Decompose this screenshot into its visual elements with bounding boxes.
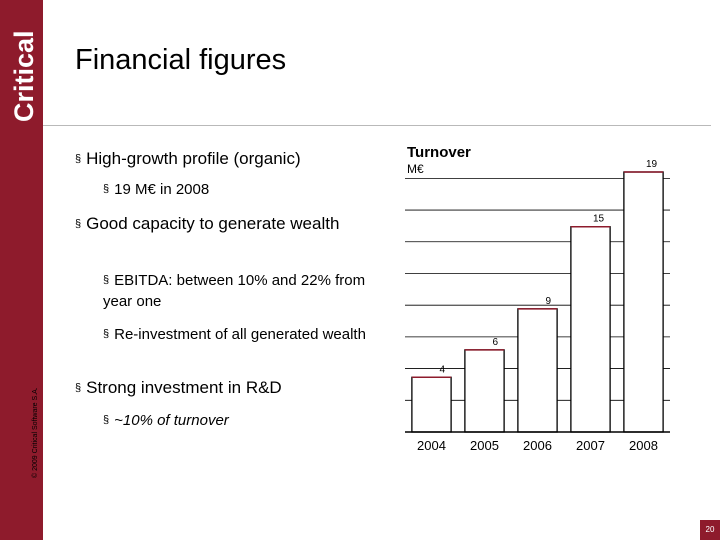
bullet-text: Good capacity to generate wealth	[86, 214, 340, 233]
data-label: 6	[493, 337, 499, 348]
bar	[411, 376, 452, 433]
copyright-notice: © 2009 Critical Software S.A.	[32, 387, 39, 478]
x-tick-label: 2005	[470, 438, 499, 453]
subbullet-reinvestment: § Re-investment of all generated wealth	[103, 325, 378, 346]
subbullet-2008-turnover: § 19 M€ in 2008	[103, 180, 209, 201]
x-tick-label: 2004	[417, 438, 446, 453]
data-label: 15	[593, 214, 605, 225]
bar	[517, 308, 558, 433]
x-tick-label: 2008	[629, 438, 658, 453]
bullet-text: ~10% of turnover	[114, 412, 229, 429]
bullet-text: Strong investment in R&D	[86, 378, 282, 397]
bullet-marker: §	[103, 183, 110, 195]
title-divider	[43, 125, 711, 126]
bullet-wealth: § Good capacity to generate wealth	[75, 213, 365, 237]
chart-title: Turnover	[407, 144, 471, 161]
data-label: 4	[440, 364, 446, 375]
page-number: 20	[700, 520, 720, 540]
bar	[464, 349, 505, 433]
x-tick-label: 2007	[576, 438, 605, 453]
bullet-marker: §	[75, 218, 82, 230]
subbullet-rnd-share: § ~10% of turnover	[103, 411, 229, 432]
bullet-marker: §	[75, 382, 82, 394]
bullet-text: EBITDA: between 10% and 22% from year on…	[103, 272, 366, 310]
critical-logo: Critical	[9, 30, 39, 122]
bullet-growth: § High-growth profile (organic)	[75, 148, 301, 172]
brand-sidebar: Critical © 2009 Critical Software S.A.	[0, 0, 43, 540]
bullet-marker: §	[103, 414, 110, 426]
x-tick-label: 2006	[523, 438, 552, 453]
logo-wordmark: Critical	[9, 30, 39, 122]
bullet-text: 19 M€ in 2008	[114, 181, 210, 198]
bullet-marker: §	[103, 274, 110, 286]
chart-unit: M€	[407, 162, 424, 176]
data-label: 19	[646, 159, 658, 170]
bullet-text: Re-investment of all generated wealth	[114, 326, 366, 343]
bullet-marker: §	[103, 328, 110, 340]
bar	[623, 171, 664, 433]
bar	[570, 226, 611, 433]
subbullet-ebitda: § EBITDA: between 10% and 22% from year o…	[103, 271, 373, 311]
bullet-rnd: § Strong investment in R&D	[75, 377, 282, 401]
bullet-text: High-growth profile (organic)	[86, 149, 301, 168]
slide-title: Financial figures	[75, 44, 287, 76]
data-label: 9	[546, 296, 552, 307]
bullet-marker: §	[75, 153, 82, 165]
